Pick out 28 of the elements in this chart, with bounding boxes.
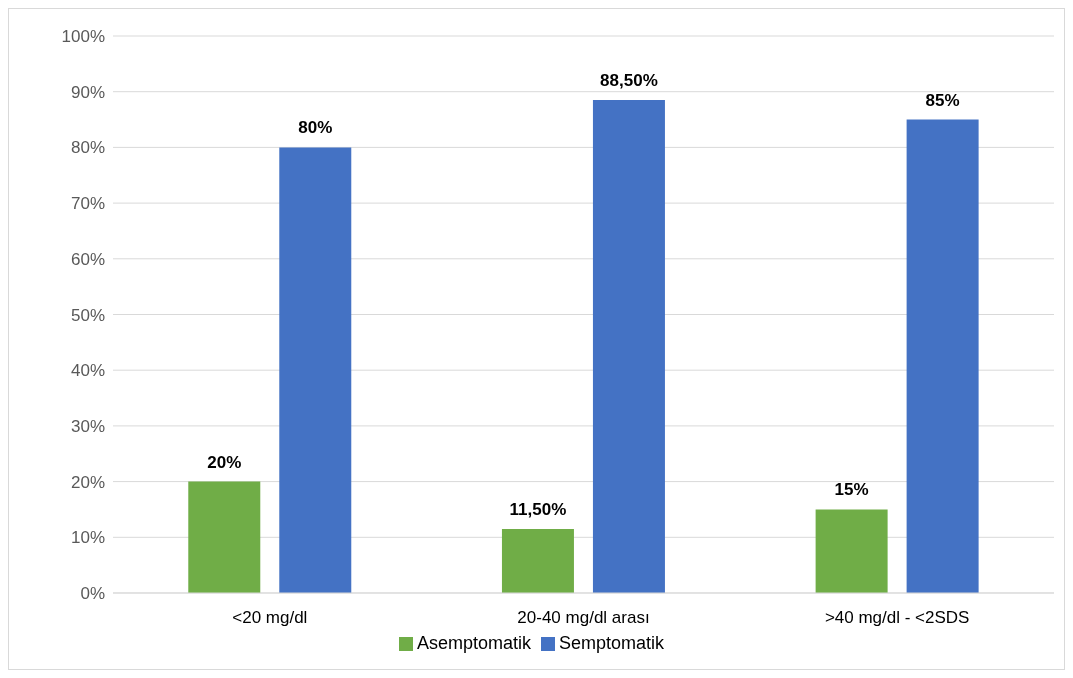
data-label: 11,50% xyxy=(509,499,567,519)
y-tick-label: 10% xyxy=(70,528,105,548)
y-tick-label: 30% xyxy=(70,416,105,436)
y-tick-label: 70% xyxy=(70,194,105,214)
bar xyxy=(501,528,574,593)
y-tick-label: 80% xyxy=(70,138,105,158)
legend-label: Asemptomatik xyxy=(416,633,531,653)
y-tick-label: 100% xyxy=(61,27,105,47)
data-label: 20% xyxy=(207,452,242,472)
y-tick-label: 0% xyxy=(80,584,105,604)
legend-label: Semptomatik xyxy=(559,633,665,653)
x-tick-label: <20 mg/dl xyxy=(232,608,308,628)
y-tick-label: 20% xyxy=(70,472,105,492)
x-tick-label: >40 mg/dl - <2SDS xyxy=(824,608,970,628)
y-tick-label: 60% xyxy=(70,249,105,269)
data-label: 85% xyxy=(925,90,960,110)
data-label: 88,50% xyxy=(600,71,658,91)
data-label: 15% xyxy=(834,480,869,500)
bar xyxy=(815,509,888,593)
data-label: 80% xyxy=(298,118,333,138)
y-tick-label: 90% xyxy=(70,82,105,102)
y-tick-label: 50% xyxy=(70,305,105,325)
y-tick-label: 40% xyxy=(70,361,105,381)
x-tick-label: 20-40 mg/dl arası xyxy=(517,608,650,628)
bar xyxy=(592,100,665,593)
bar xyxy=(279,147,352,593)
bar xyxy=(906,119,979,593)
bar xyxy=(188,481,261,593)
